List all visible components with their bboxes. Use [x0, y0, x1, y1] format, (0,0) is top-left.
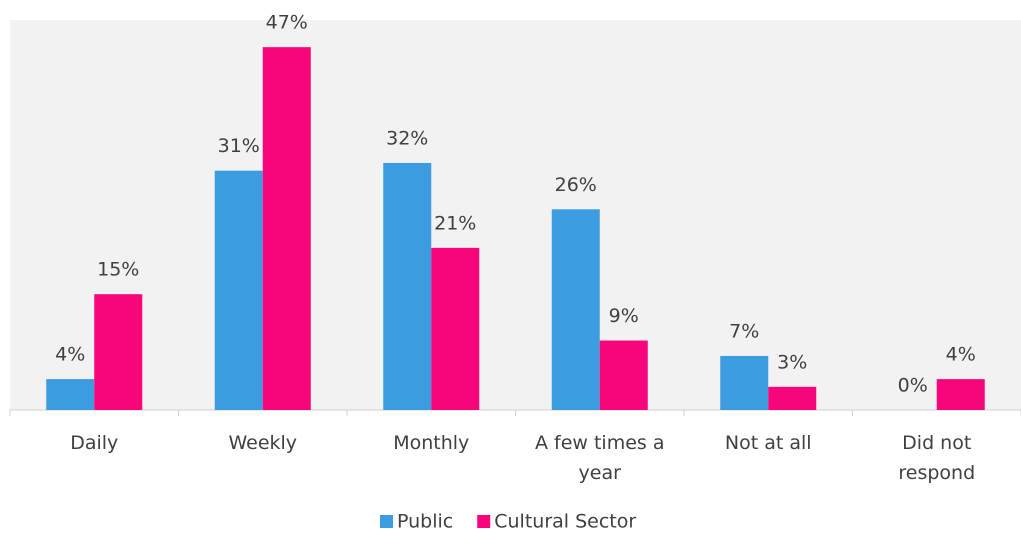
data-label: 32%: [386, 127, 428, 149]
legend-label: Public: [397, 511, 453, 533]
data-label: 3%: [777, 351, 807, 373]
bar: [720, 355, 769, 410]
plot-area: [10, 20, 1021, 410]
bar: [262, 47, 311, 410]
bar: [214, 170, 263, 410]
legend-swatch: [380, 515, 393, 528]
data-label: 47%: [266, 12, 308, 34]
bar: [94, 294, 143, 410]
data-label: 21%: [434, 212, 476, 234]
bar: [936, 379, 985, 410]
bar: [768, 386, 817, 410]
x-tick-label: A few times a year: [534, 432, 665, 484]
bar: [599, 340, 648, 410]
x-tick-label: Monthly: [393, 432, 470, 454]
data-label: 15%: [97, 259, 139, 281]
x-tick-label: Weekly: [228, 432, 298, 454]
data-label: 4%: [55, 344, 85, 366]
bar: [46, 379, 95, 410]
data-label: 9%: [609, 305, 639, 327]
data-label: 31%: [218, 135, 260, 157]
x-tick-label: Daily: [70, 432, 119, 454]
bar: [431, 247, 480, 410]
data-label: 7%: [729, 320, 759, 342]
legend-label: Cultural Sector: [494, 511, 636, 533]
data-label: 26%: [555, 174, 597, 196]
data-label: 4%: [946, 344, 976, 366]
x-tick-label: Not at all: [724, 432, 812, 454]
legend-swatch: [477, 515, 491, 528]
bar: [551, 209, 600, 410]
bar: [383, 162, 432, 410]
data-label: 0%: [898, 375, 928, 397]
x-tick-label: Did not respond: [898, 432, 976, 484]
